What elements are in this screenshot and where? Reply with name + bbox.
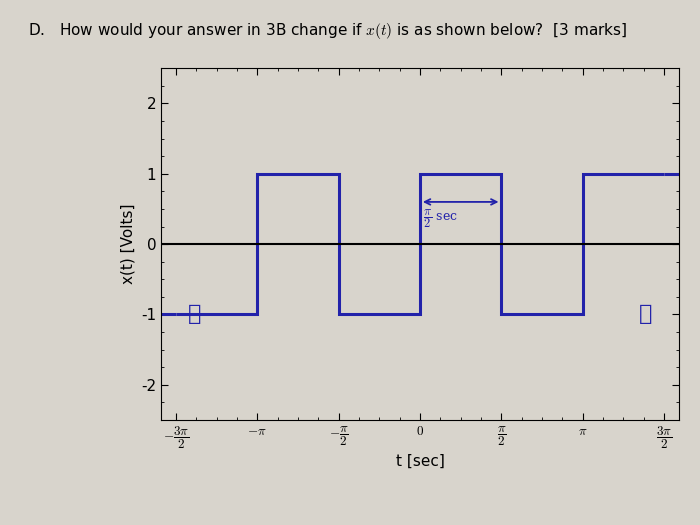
Text: $\dfrac{\pi}{2}$ sec: $\dfrac{\pi}{2}$ sec — [423, 207, 458, 230]
Text: D.   How would your answer in 3B change if $x(t)$ is as shown below?  [3 marks]: D. How would your answer in 3B change if… — [28, 21, 627, 41]
X-axis label: t [sec]: t [sec] — [395, 454, 444, 469]
Y-axis label: x(t) [Volts]: x(t) [Volts] — [120, 204, 136, 285]
Text: ⋯: ⋯ — [638, 303, 652, 326]
Text: ⋯: ⋯ — [188, 303, 202, 326]
